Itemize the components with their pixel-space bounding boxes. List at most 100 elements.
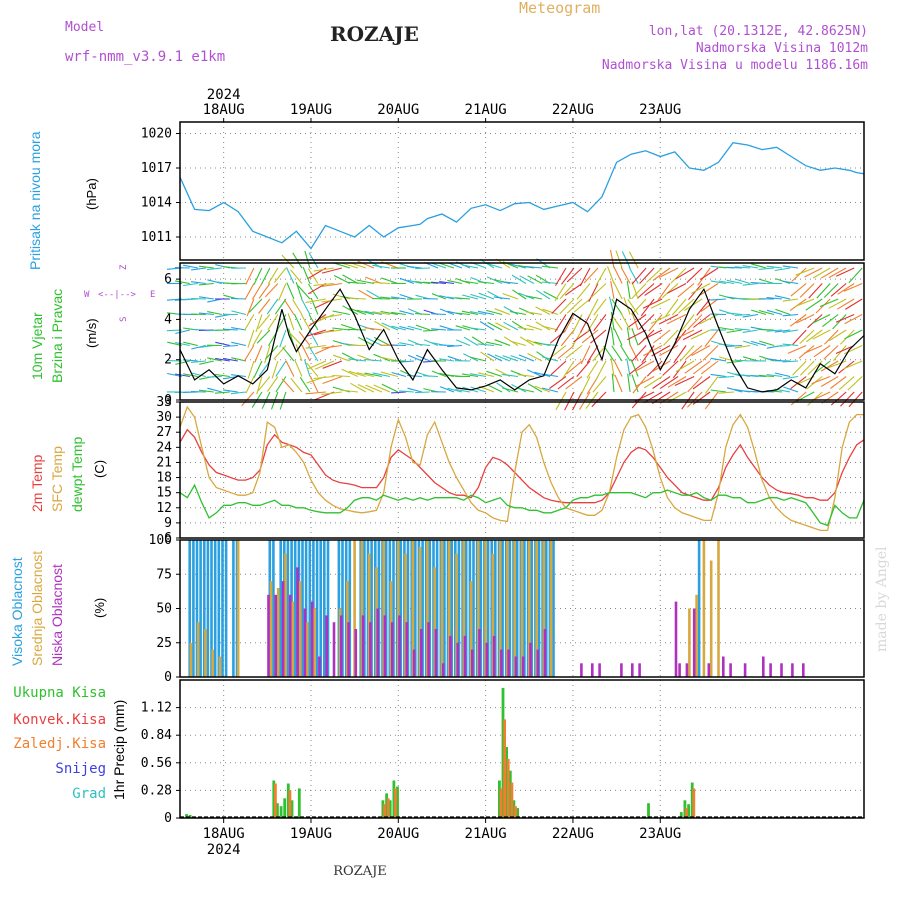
wind-vector	[253, 360, 263, 378]
wind-vector	[561, 267, 575, 285]
wind-vector	[431, 328, 447, 331]
wind-vector	[415, 313, 431, 316]
wind-vector	[374, 320, 391, 331]
cloud-bar-cloud_high	[428, 540, 432, 677]
wind-vector	[231, 327, 246, 331]
wind-speed-line	[179, 287, 865, 393]
wind-vector	[659, 345, 679, 357]
wind-vector	[665, 298, 679, 317]
cloud-bar-cloud_low	[722, 656, 725, 677]
compass-north: Z	[119, 264, 129, 270]
wind-vector	[710, 298, 727, 301]
wind-vector	[828, 267, 847, 279]
wind-vector	[455, 312, 471, 316]
cloud-bar-cloud_high	[479, 540, 483, 677]
wind-vector	[341, 368, 359, 378]
wind-vector	[710, 280, 727, 285]
wind-vector	[258, 298, 271, 314]
model-label: Model	[65, 20, 105, 35]
y-tick-label: 15	[156, 486, 172, 501]
wind-vector	[559, 298, 575, 315]
wind-vector	[815, 298, 831, 314]
cloud-bar-cloud_high	[319, 540, 322, 677]
wind-vector	[463, 336, 479, 346]
pressure-line	[179, 141, 865, 250]
wind-vector	[799, 329, 815, 345]
wind-vector	[501, 373, 519, 378]
wind-vector	[477, 372, 495, 378]
wind-vector	[835, 313, 855, 323]
cloud-bar-cloud_mid	[291, 601, 295, 677]
wind-vector	[696, 298, 711, 316]
footer-station-label: ROZAJE	[333, 864, 387, 879]
cloud-bar-cloud_low	[674, 601, 678, 677]
wind-vector	[631, 283, 647, 300]
wind-vector	[333, 275, 351, 284]
wind-vector	[431, 293, 447, 300]
wind-vector	[613, 328, 623, 346]
wind-vector	[734, 359, 751, 362]
wind-vector	[811, 391, 831, 401]
compass-south: S	[119, 317, 129, 322]
wind-vector	[300, 314, 311, 331]
wind-vector	[583, 267, 599, 284]
wind-vector	[843, 360, 863, 370]
wind-vector	[782, 280, 799, 285]
wind-vector	[549, 329, 567, 344]
wind-vector	[836, 298, 855, 310]
wind-vector	[254, 345, 263, 363]
wind-vector	[652, 267, 671, 281]
y-tick-label: 6	[164, 272, 172, 287]
wind-vector	[271, 360, 279, 379]
wind-vector	[803, 344, 823, 354]
wind-vector	[222, 344, 238, 348]
precip-unit-label: 1hr Precip (mm)	[111, 700, 127, 800]
precip-bar-precip_total	[512, 800, 516, 818]
wind-vector	[407, 279, 423, 285]
wind-vector	[718, 375, 735, 379]
wind-vector	[576, 360, 591, 377]
temp-unit-label: (C)	[92, 460, 107, 478]
wind-vector	[364, 372, 383, 378]
wind-vector	[301, 298, 311, 315]
wind-vector	[542, 387, 559, 393]
precip-bar-precip_strat	[503, 719, 506, 818]
wind-vector	[541, 343, 559, 347]
wind-vector	[775, 308, 791, 316]
wind-vector	[674, 376, 695, 386]
wind-vector	[525, 295, 543, 300]
wind-vector	[447, 355, 463, 362]
wind-vector	[820, 376, 839, 387]
wind-vector	[813, 345, 831, 358]
cloud-bar-cloud_low	[707, 663, 711, 677]
wind-vector	[726, 266, 743, 269]
wind-vector	[447, 279, 463, 285]
wind-vector	[321, 282, 342, 287]
wind-vector	[635, 360, 655, 372]
wind-vector	[750, 263, 767, 269]
wind-vector	[247, 360, 255, 379]
cloud-bar-cloud_high	[392, 540, 395, 677]
wind-vector	[244, 283, 255, 300]
wind-vector	[687, 376, 703, 393]
wind-vector	[805, 298, 823, 311]
top-day-label: 23AUG	[639, 102, 681, 118]
wind-vector	[485, 341, 503, 347]
wind-vector	[541, 265, 559, 269]
cloud-bar-cloud_high	[213, 540, 217, 677]
cloud-bar-cloud_low	[500, 649, 503, 677]
wind-vector	[222, 328, 238, 331]
wind-vector	[501, 281, 519, 285]
wind-vector	[356, 372, 375, 378]
panel-frame-pressure	[179, 121, 865, 261]
cloud-bar-cloud_high	[494, 540, 497, 677]
wind-vector	[486, 309, 503, 316]
wind-vector	[293, 313, 303, 331]
cloud-bar-cloud_low	[332, 622, 336, 677]
wind-vector	[230, 297, 246, 300]
wind-vector	[610, 280, 615, 300]
wind-vector	[175, 373, 190, 378]
precip-bar-precip_strat	[510, 782, 514, 818]
cloud-bar-cloud_high	[508, 540, 512, 677]
wind-vector	[790, 391, 807, 406]
